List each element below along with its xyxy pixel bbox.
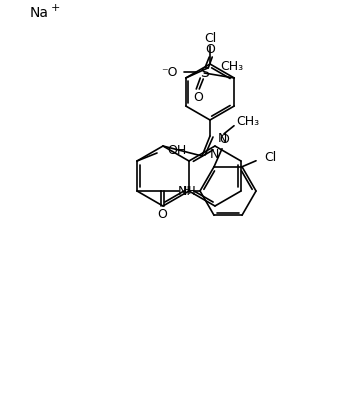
- Text: CH₃: CH₃: [236, 115, 259, 128]
- Text: O: O: [205, 43, 215, 56]
- Text: Cl: Cl: [264, 151, 276, 164]
- Text: N: N: [218, 132, 228, 145]
- Text: CH₃: CH₃: [220, 59, 243, 72]
- Text: Na: Na: [30, 6, 49, 20]
- Text: O: O: [219, 133, 229, 146]
- Text: O: O: [193, 91, 203, 104]
- Text: H: H: [183, 186, 192, 196]
- Text: NH: NH: [178, 184, 197, 197]
- Text: N: N: [210, 147, 219, 160]
- Text: Cl: Cl: [204, 32, 216, 45]
- Text: O: O: [157, 208, 167, 221]
- Text: +: +: [51, 3, 60, 13]
- Text: ⁻O: ⁻O: [161, 65, 177, 78]
- Text: S: S: [200, 66, 209, 80]
- Text: OH: OH: [167, 143, 186, 156]
